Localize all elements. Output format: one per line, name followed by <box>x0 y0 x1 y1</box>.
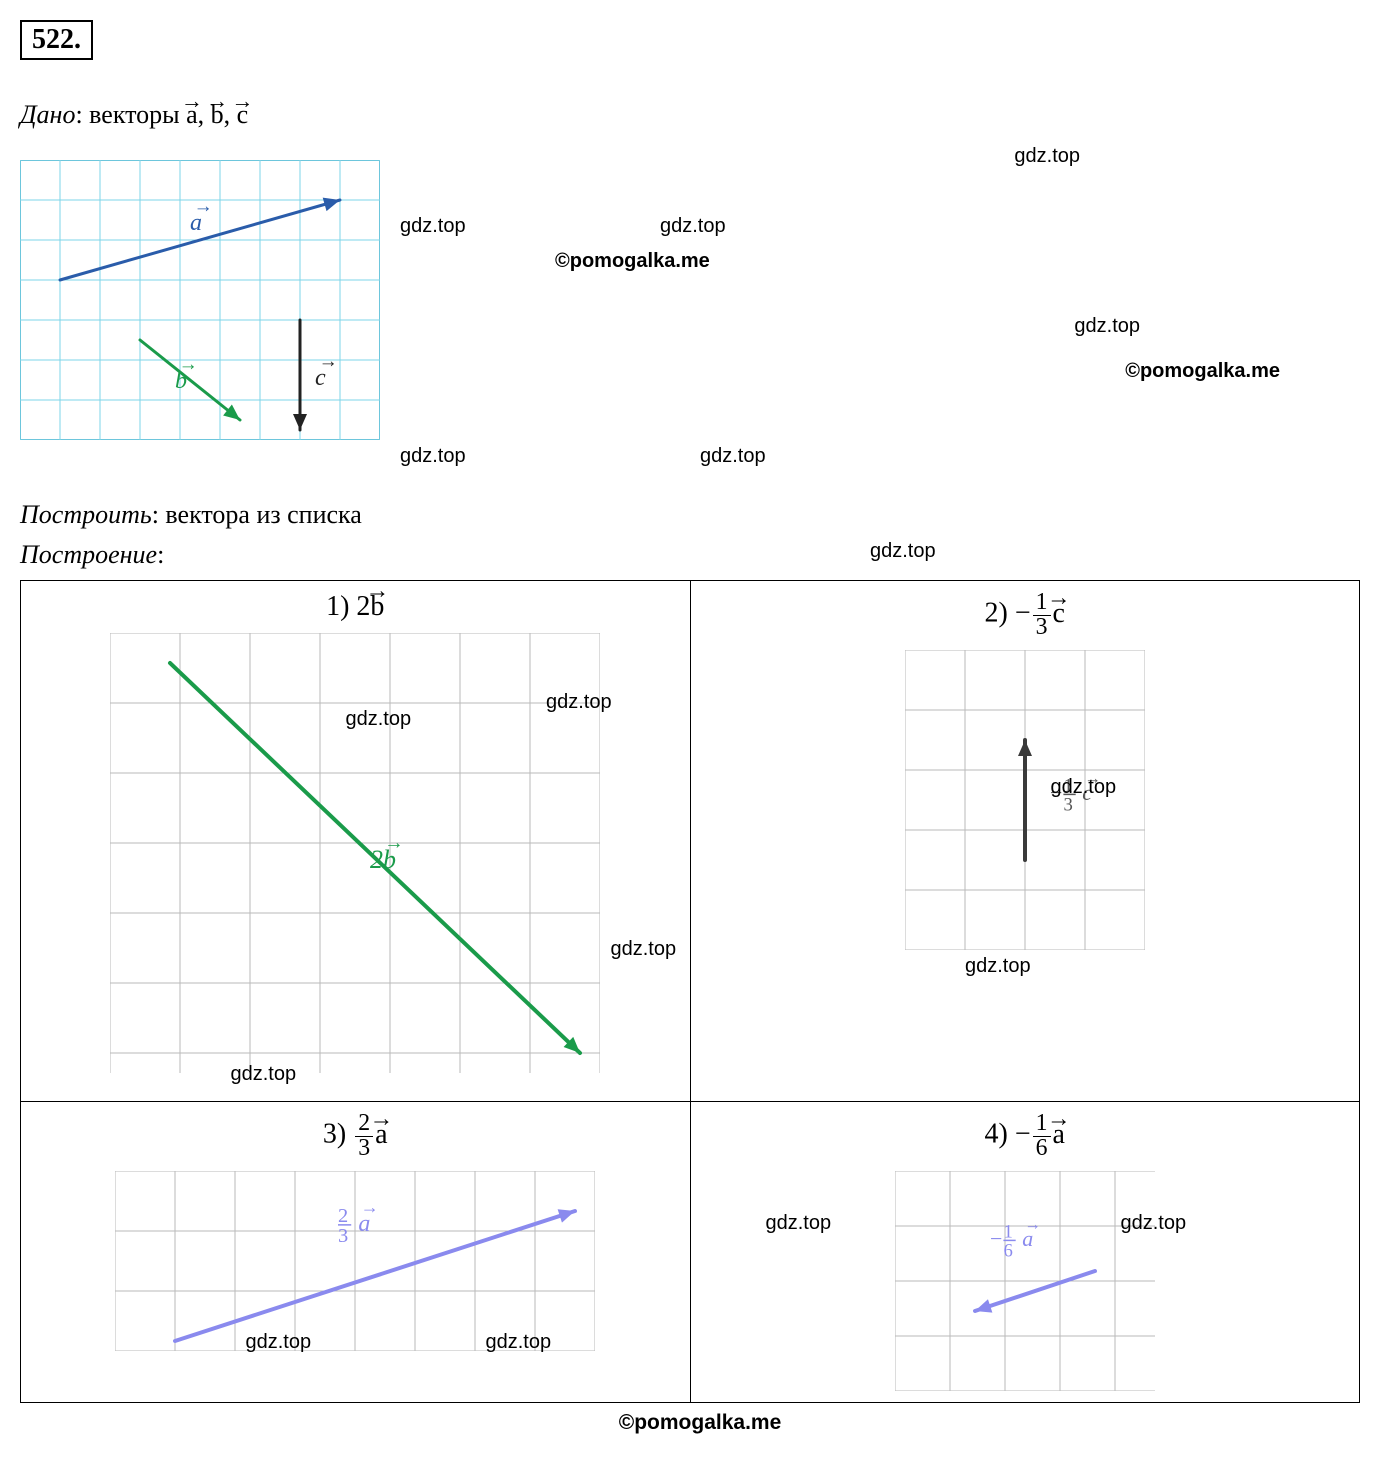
svg-text:→: → <box>194 196 213 217</box>
cell-1: 1) 2b 2b→ gdz.topgdz.topgdz.top gdz.top <box>21 581 691 1102</box>
cell-4-svg-wrap: −16a→ <box>701 1171 1350 1391</box>
cell-2-title: 2) −13c <box>701 591 1350 640</box>
wm: gdz.top <box>400 215 466 238</box>
wm: gdz.top <box>1074 315 1140 338</box>
wm: gdz.top <box>660 215 726 238</box>
build-text: : вектора из списка <box>152 500 362 529</box>
cell-4-title: 4) −16a <box>701 1112 1350 1161</box>
svg-text:→: → <box>179 354 198 375</box>
svg-text:3: 3 <box>338 1225 348 1247</box>
vec-c: c <box>237 100 249 130</box>
given-text: : векторы <box>75 100 186 129</box>
problem-number: 522. <box>20 20 93 60</box>
svg-text:→: → <box>385 833 405 854</box>
cell-1-title: 1) 2b <box>31 591 680 623</box>
svg-text:→: → <box>361 1197 379 1217</box>
given-line: Дано: векторы a, b, c <box>20 100 1380 130</box>
cell-3-title: 3) 23a <box>31 1112 680 1161</box>
given-label: Дано <box>20 100 75 129</box>
svg-text:6: 6 <box>1003 1240 1012 1261</box>
top-region: gdz.top Дано: векторы a, b, c a→b→c→ gdz… <box>20 100 1380 480</box>
cell-2-svg-wrap: −13c→ gdz.top <box>701 650 1350 950</box>
bottom-watermark: ©pomogalka.me <box>20 1411 1380 1435</box>
build-line: Построить: вектора из списка <box>20 500 1380 530</box>
vec-b: b <box>211 100 224 130</box>
cell-4: 4) −16a −16a→ gdz.topgdz.top <box>690 1102 1360 1403</box>
wm-pomo: ©pomogalka.me <box>555 250 710 273</box>
svg-text:2: 2 <box>338 1204 348 1226</box>
svg-text:→: → <box>1024 1214 1041 1233</box>
svg-text:−: − <box>990 1226 1002 1251</box>
cell-2: 2) −13c −13c→ gdz.top gdz.top <box>690 581 1360 1102</box>
wm: gdz.top <box>700 445 766 468</box>
cell-3-svg-wrap: 23a→ gdz.topgdz.top <box>31 1171 680 1351</box>
given-diagram: a→b→c→ <box>20 160 380 445</box>
watermark-gdz: gdz.top <box>1014 145 1080 168</box>
wm: gdz.top <box>870 540 936 563</box>
wm-pomo: ©pomogalka.me <box>1125 360 1280 383</box>
construction-line: Построение: gdz.top <box>20 540 1380 570</box>
cell-3: 3) 23a 23a→ gdz.topgdz.top <box>21 1102 691 1403</box>
solution-table: 1) 2b 2b→ gdz.topgdz.topgdz.top gdz.top … <box>20 580 1360 1403</box>
vec-a: a <box>186 100 198 130</box>
build-label: Построить <box>20 500 152 529</box>
wm: gdz.top <box>400 445 466 468</box>
svg-text:→: → <box>319 351 338 372</box>
construction-label: Построение <box>20 540 157 569</box>
